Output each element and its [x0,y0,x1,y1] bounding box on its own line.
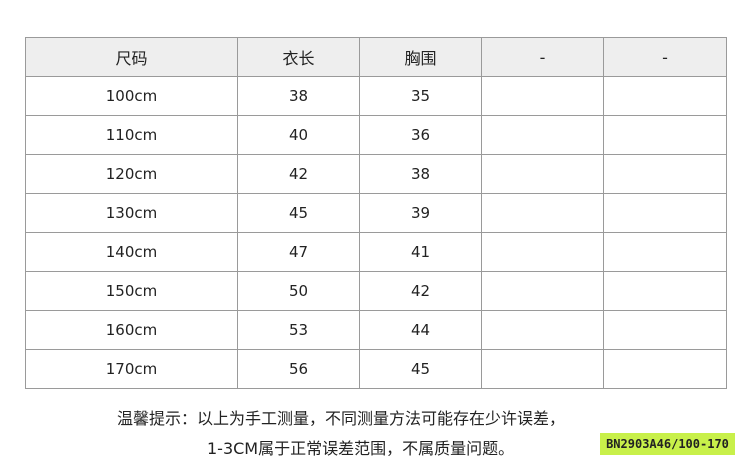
column-header: 胸围 [359,37,482,77]
table-header-row: 尺码 衣长 胸围 - - [25,37,727,77]
table-cell: 45 [359,349,482,389]
table-cell: 40 [237,115,360,155]
note-line-2: 1-3CM属于正常误差范围，不属质量问题。 [207,439,515,458]
table-cell: 160cm [25,310,238,350]
table-row: 150cm 50 42 [25,271,727,311]
table-cell: 38 [359,154,482,194]
table-cell: 42 [359,271,482,311]
table-cell: 140cm [25,232,238,272]
column-header: - [603,37,727,77]
table-cell [481,349,604,389]
table-cell [481,193,604,233]
size-chart-table: 尺码 衣长 胸围 - - 100cm 38 35 110cm 40 36 120cm 42 38 130c… [25,37,727,389]
table-cell [481,115,604,155]
table-row: 120cm 42 38 [25,154,727,194]
table-cell [481,271,604,311]
column-header: 尺码 [25,37,238,77]
table-cell [481,154,604,194]
table-cell: 56 [237,349,360,389]
table-cell [481,310,604,350]
table-row: 110cm 40 36 [25,115,727,155]
table-cell: 150cm [25,271,238,311]
table-row: 130cm 45 39 [25,193,727,233]
table-cell: 120cm [25,154,238,194]
table-cell: 41 [359,232,482,272]
table-cell [603,232,727,272]
table-cell: 42 [237,154,360,194]
table-cell: 53 [237,310,360,350]
table-cell [603,115,727,155]
column-header: 衣长 [237,37,360,77]
table-cell: 44 [359,310,482,350]
table-cell: 39 [359,193,482,233]
table-cell: 130cm [25,193,238,233]
table-cell: 45 [237,193,360,233]
table-cell: 35 [359,76,482,116]
table-cell: 110cm [25,115,238,155]
table-cell [603,76,727,116]
column-header: - [481,37,604,77]
table-row: 160cm 53 44 [25,310,727,350]
table-row: 170cm 56 45 [25,349,727,389]
table-cell [603,154,727,194]
table-cell [481,232,604,272]
table-cell [603,349,727,389]
table-cell: 47 [237,232,360,272]
table-cell: 38 [237,76,360,116]
table-cell: 100cm [25,76,238,116]
table-cell: 170cm [25,349,238,389]
table-row: 140cm 47 41 [25,232,727,272]
table-cell: 36 [359,115,482,155]
table-cell [603,310,727,350]
table-cell [603,271,727,311]
note-line-1: 温馨提示：以上为手工测量，不同测量方法可能存在少许误差， [117,409,566,428]
product-code-badge: BN2903A46/100-170 [600,433,735,455]
table-cell [603,193,727,233]
table-cell: 50 [237,271,360,311]
table-cell [481,76,604,116]
table-row: 100cm 38 35 [25,76,727,116]
